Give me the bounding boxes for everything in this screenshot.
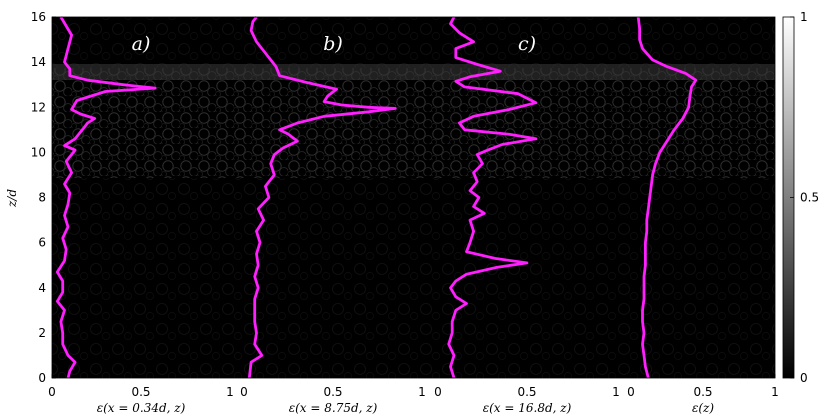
- y-tick-label: 10: [31, 145, 46, 159]
- x-axes: 0 0.5 1 ε(x = 0.34d, z) 0 0.5 1 ε(x = 8.75d, z)…: [48, 374, 779, 415]
- panel-labels: a) b) c): [132, 33, 536, 55]
- y-tick-label: 8: [38, 191, 46, 205]
- y-axis-label: z/d: [5, 189, 19, 208]
- y-axis: 0 2 4 6 8 10 12 14 16: [31, 10, 56, 385]
- x-tick-label: 1: [612, 385, 620, 399]
- panel-label-3: c): [518, 33, 536, 55]
- x-axis-label-4: ε(z): [692, 401, 714, 415]
- colorbar-tick-label: 0.5: [800, 191, 819, 205]
- x-tick-label: 1: [226, 385, 234, 399]
- x-tick-label: 0: [627, 385, 635, 399]
- y-tick-label: 0: [38, 371, 46, 385]
- x-tick-label: 1: [771, 385, 779, 399]
- y-tick-label: 6: [38, 236, 46, 250]
- x-tick-label: 0.5: [323, 385, 342, 399]
- x-axis-label-3: ε(x = 16.8d, z): [483, 401, 572, 415]
- panel-label-2: b): [323, 33, 343, 55]
- x-tick-label: 0.5: [517, 385, 536, 399]
- profile-line-4: [636, 16, 698, 379]
- colorbar-tick-label: 1: [800, 10, 808, 24]
- y-tick-label: 2: [38, 326, 46, 340]
- image-grain-band: [52, 68, 775, 178]
- x-tick-label: 0: [240, 385, 248, 399]
- x-axis-label-1: ε(x = 0.34d, z): [97, 401, 186, 415]
- colorbar-ticks: 10.50: [790, 10, 819, 385]
- y-tick-label: 14: [31, 55, 46, 69]
- profile-line-3: [447, 16, 538, 379]
- y-tick-label: 16: [31, 10, 46, 24]
- x-tick-label: 1: [418, 385, 426, 399]
- x-axis-label-2: ε(x = 8.75d, z): [289, 401, 378, 415]
- x-tick-label: 0.5: [131, 385, 150, 399]
- profile-line-2: [247, 16, 397, 379]
- x-tick-label: 0: [434, 385, 442, 399]
- profile-curves: [55, 16, 698, 379]
- y-tick-label: 12: [31, 100, 46, 114]
- x-tick-label: 0: [48, 385, 56, 399]
- image-band-fade: [52, 178, 775, 218]
- x-tick-label: 0.5: [693, 385, 712, 399]
- colorbar-tick-label: 0: [800, 371, 808, 385]
- y-tick-label: 4: [38, 281, 46, 295]
- image-free-surface: [52, 64, 775, 80]
- panel-label-1: a): [132, 33, 151, 55]
- profile-line-1: [55, 16, 157, 379]
